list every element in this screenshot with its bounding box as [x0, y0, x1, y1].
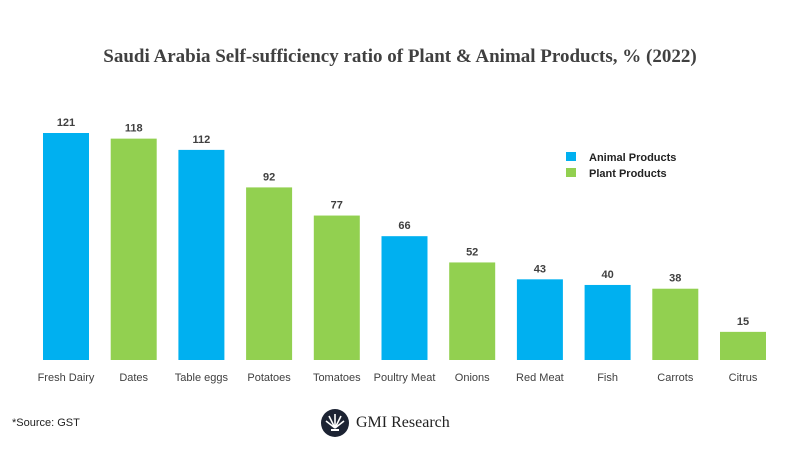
x-tick-label: Fish [597, 372, 618, 384]
bar [313, 215, 360, 360]
data-label: 38 [669, 273, 681, 285]
logo-text: GMI Research [356, 414, 450, 431]
chart-title: Saudi Arabia Self-sufficiency ratio of P… [103, 46, 697, 67]
data-label: 118 [125, 123, 143, 135]
data-label: 112 [193, 134, 211, 146]
data-label: 43 [534, 263, 546, 275]
x-tick-label: Dates [119, 372, 148, 384]
data-label: 66 [398, 220, 410, 232]
logo-emblem-icon [321, 409, 349, 437]
bar [720, 331, 766, 360]
legend-swatch [566, 168, 576, 177]
bar [110, 138, 157, 360]
x-tick-label: Tomatoes [313, 372, 361, 384]
data-label: 77 [331, 200, 343, 212]
bar [246, 187, 293, 360]
data-label: 40 [601, 269, 613, 281]
bar [449, 262, 496, 360]
data-label: 52 [466, 246, 478, 258]
gmi-logo: GMI Research [320, 408, 450, 438]
bar [178, 149, 225, 360]
bar [584, 284, 631, 360]
x-tick-label: Potatoes [247, 372, 291, 384]
x-tick-label: Fresh Dairy [38, 372, 95, 384]
x-tick-label: Onions [455, 372, 490, 384]
data-label: 121 [57, 117, 75, 129]
bar [652, 288, 699, 360]
source-note: *Source: GST [12, 417, 80, 429]
legend-label: Animal Products [589, 152, 676, 164]
legend-label: Plant Products [589, 168, 667, 180]
x-tick-label: Citrus [729, 372, 758, 384]
x-tick-label: Table eggs [175, 372, 229, 384]
legend-swatch [566, 152, 576, 161]
bar [43, 133, 89, 360]
data-label: 15 [737, 316, 749, 328]
x-tick-label: Carrots [657, 372, 694, 384]
x-tick-label: Poultry Meat [374, 372, 436, 384]
data-label: 92 [263, 171, 275, 183]
bar [516, 279, 563, 360]
x-tick-label: Red Meat [516, 372, 564, 384]
bar [381, 236, 428, 360]
